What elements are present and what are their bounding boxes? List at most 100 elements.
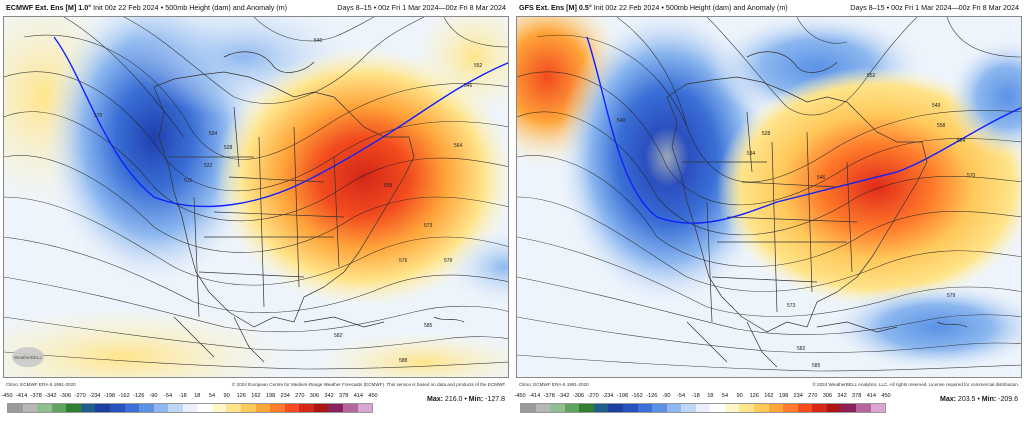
colorbar-swatch — [593, 404, 609, 412]
colorbar-swatch — [739, 404, 754, 412]
contour-labels: 534 528 522 516 558 564 573 579 576 582 … — [94, 38, 483, 364]
colorbar-swatch — [550, 404, 565, 412]
jet-540-line — [53, 36, 508, 208]
colorbar-tick-label: 378 — [339, 393, 349, 399]
colorbar-tick-label: 162 — [764, 393, 774, 399]
panel-footer: Climo: ECMWF ERA-5 1991-2020 © 2024 Weat… — [516, 380, 1022, 390]
colorbar-tick-label: -378 — [543, 393, 555, 399]
colorbar-tick-label: -54 — [163, 393, 173, 399]
colorbar-swatch — [855, 404, 871, 412]
colorbar-tick-label: -90 — [149, 393, 158, 399]
svg-text:573: 573 — [424, 223, 433, 229]
colorbar-tick-label: -198 — [103, 393, 116, 399]
anomaly-atlantic-low — [827, 282, 1021, 372]
colorbar-ticks: -450 -414 -378 -342 -306 -270 -234 -198 -162 -126… — [1, 393, 377, 402]
svg-text:534: 534 — [209, 131, 218, 137]
max-min-stats: Max: 216.0 • Min: -127.8 — [427, 396, 505, 403]
max-min-stats: Max: 203.5 • Min: -209.6 — [940, 396, 1018, 403]
colorbar-tick-label: -414 — [529, 393, 541, 399]
colorbar-tick-label: -18 — [178, 393, 187, 399]
colorbar-swatches — [520, 403, 886, 413]
colorbar-swatch — [521, 404, 536, 412]
colorbar-tick-label: -342 — [558, 393, 570, 399]
colorbar-swatch — [812, 404, 827, 412]
panel-footer: Climo: ECMWF ERA-5 1991-2020 © 2024 Euro… — [3, 380, 509, 390]
colorbar-swatch — [241, 404, 256, 412]
max-value: 203.5 — [957, 396, 976, 403]
svg-text:564: 564 — [957, 138, 966, 144]
colorbar-swatch — [622, 404, 638, 412]
colorbar: -450 -414 -378 -342 -306 -270 -234 -198 -162 -126… — [514, 393, 891, 415]
colorbar-tick-label: -270 — [587, 393, 599, 399]
colorbar-tick-label: 270 — [808, 393, 818, 399]
colorbar-swatch — [783, 404, 798, 412]
colorbar-swatch — [357, 404, 373, 412]
colorbar-tick-label: 162 — [251, 393, 261, 399]
weatherbell-logo: WeatherBELL — [12, 347, 44, 367]
colorbar-tick-label: 342 — [324, 393, 334, 399]
colorbar-swatch — [579, 404, 594, 412]
colorbar-tick-label: -414 — [16, 393, 28, 399]
colorbar-tick-label: 450 — [368, 393, 378, 399]
colorbar-swatch — [681, 404, 696, 412]
colorbar-tick-label: -450 — [1, 393, 13, 399]
svg-text:516: 516 — [184, 178, 193, 184]
colorbar-tick-label: 414 — [866, 393, 877, 399]
colorbar-swatch — [22, 404, 38, 412]
colorbar-tick-label: 18 — [707, 393, 714, 399]
colorbar-swatches — [7, 403, 373, 413]
colorbar-swatch — [608, 404, 623, 412]
colorbar-tick-label: -198 — [616, 393, 629, 399]
colorbar-tick-label: 378 — [852, 393, 862, 399]
svg-text:522: 522 — [204, 163, 213, 169]
colorbar-tick-label: -162 — [631, 393, 643, 399]
colorbar-tick-label: -54 — [676, 393, 686, 399]
max-value: 216.0 — [444, 396, 463, 403]
svg-text:570: 570 — [967, 173, 976, 179]
colorbar-swatch — [564, 404, 580, 412]
colorbar-tick-label: -306 — [572, 393, 585, 399]
colorbar-tick-label: 126 — [236, 393, 246, 399]
gfs-panel: GFS Ext. Ens [M] 0.5° Init 00z 22 Feb 20… — [514, 0, 1022, 425]
svg-text:576: 576 — [399, 258, 408, 264]
svg-text:582: 582 — [797, 346, 806, 352]
colorbar-swatch — [211, 404, 227, 412]
copyright-note: © 2024 WeatherBELL Analytics, LLC. All r… — [812, 382, 1019, 387]
colorbar-tick-label: -126 — [646, 393, 658, 399]
colorbar-swatch — [182, 404, 198, 412]
svg-text:540: 540 — [314, 38, 323, 44]
anomaly-ridge-east — [717, 67, 1021, 307]
climo-note: Climo: ECMWF ERA-5 1991-2020 — [6, 382, 76, 387]
colorbar-tick-label: -162 — [118, 393, 130, 399]
field-name: 500mb Height (dam) and Anomaly (m) — [165, 3, 288, 12]
anomaly-map: 528 534 549 558 564 570 546 573 579 582 … — [516, 16, 1022, 378]
colorbar-swatch — [139, 404, 154, 412]
colorbar-swatch — [724, 404, 740, 412]
field-name: 500mb Height (dam) and Anomaly (m) — [665, 3, 788, 12]
svg-text:528: 528 — [224, 145, 233, 151]
colorbar-tick-label: 306 — [822, 393, 833, 399]
colorbar-swatch — [168, 404, 183, 412]
colorbar-swatch — [197, 404, 212, 412]
colorbar-tick-label: -378 — [30, 393, 42, 399]
height-contours — [517, 17, 1021, 372]
colorbar-swatch — [826, 404, 842, 412]
svg-text:564: 564 — [454, 143, 463, 149]
colorbar-tick-label: -234 — [89, 393, 101, 399]
coastlines — [666, 51, 968, 368]
init-time: Init 00z 22 Feb 2024 — [93, 3, 159, 12]
min-value: -209.6 — [998, 396, 1018, 403]
svg-text:573: 573 — [787, 303, 796, 309]
colorbar-tick-label: 90 — [223, 393, 230, 399]
colorbar-swatch — [299, 404, 314, 412]
colorbar-swatch — [270, 404, 285, 412]
colorbar-swatch — [841, 404, 856, 412]
model-title: ECMWF Ext. Ens [M] 1.0° Init 00z 22 Feb … — [6, 3, 288, 12]
colorbar-tick-label: -342 — [45, 393, 57, 399]
colorbar-swatch — [80, 404, 96, 412]
anomaly-map: 534 528 522 516 558 564 573 579 576 582 … — [3, 16, 509, 378]
init-time: Init 00z 22 Feb 2024 — [593, 3, 660, 12]
height-contours — [4, 17, 508, 370]
svg-text:579: 579 — [947, 293, 956, 299]
colorbar-swatch — [124, 404, 140, 412]
